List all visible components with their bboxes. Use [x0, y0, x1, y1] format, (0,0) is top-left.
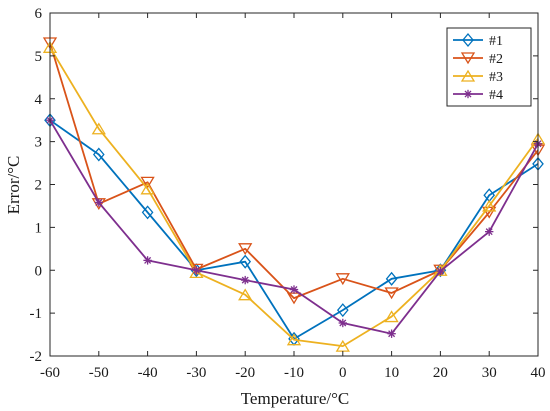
asterisk-stroke [388, 330, 396, 338]
x-tick-label: 20 [433, 365, 448, 381]
data-point-asterisk [289, 285, 299, 294]
asterisk-stroke [464, 90, 472, 98]
x-tick-label: -40 [138, 365, 158, 381]
data-point-asterisk [485, 227, 494, 236]
y-tick-label: 2 [35, 178, 43, 194]
data-point-asterisk [192, 266, 201, 275]
legend-label: #2 [489, 52, 503, 67]
x-tick-label: 0 [339, 365, 347, 381]
y-tick-label: 3 [35, 135, 43, 151]
asterisk-stroke [339, 319, 347, 327]
y-tick-label: 6 [35, 6, 43, 22]
data-point-asterisk [143, 256, 152, 265]
data-point-diamond [336, 303, 349, 318]
data-point-triangle-up [238, 288, 253, 301]
y-tick-label: 4 [35, 92, 43, 108]
asterisk-stroke [436, 267, 444, 275]
data-point-asterisk [94, 198, 103, 207]
y-tick-label: 1 [35, 220, 43, 236]
asterisk-stroke [485, 228, 493, 236]
x-axis-title: Temperature/°C [241, 389, 350, 408]
data-point-asterisk [463, 89, 473, 99]
data-point-triangle-down [384, 287, 399, 300]
x-tick-label: -20 [235, 365, 255, 381]
series-3 [42, 41, 546, 352]
x-tick-label: -10 [284, 365, 304, 381]
asterisk-stroke [95, 199, 103, 206]
series-line [49, 42, 539, 300]
data-point-triangle-up [384, 310, 399, 323]
y-tick-label: -1 [30, 306, 43, 322]
x-tick-label: -60 [40, 365, 60, 381]
legend-item-3: #3 [453, 69, 503, 85]
asterisk-stroke [241, 276, 249, 284]
data-point-diamond [92, 147, 105, 162]
x-tick-label: -30 [186, 365, 206, 381]
data-point-diamond [239, 254, 252, 269]
series-layer [42, 37, 546, 352]
asterisk-stroke [144, 256, 152, 264]
data-point-triangle-up [140, 182, 155, 195]
data-point-triangle-down [335, 273, 350, 286]
legend-label: #1 [489, 34, 503, 49]
data-point-asterisk [241, 275, 250, 285]
data-point-triangle-up [91, 122, 106, 135]
x-tick-label: -50 [89, 365, 109, 381]
series-line [49, 46, 539, 348]
asterisk-stroke [192, 266, 200, 274]
data-point-asterisk [387, 329, 396, 338]
y-tick-label: 5 [35, 49, 43, 65]
legend-label: #3 [489, 70, 503, 85]
legend-item-2: #2 [453, 52, 503, 67]
data-point-triangle-up [286, 333, 302, 346]
data-point-diamond [141, 205, 154, 220]
legend-item-4: #4 [453, 88, 503, 103]
asterisk-stroke [290, 286, 298, 294]
data-point-triangle-up [460, 69, 476, 82]
data-point-triangle-down [140, 176, 155, 189]
legend-item-1: #1 [453, 32, 503, 49]
data-point-diamond [385, 271, 398, 286]
legend: #1 #2 #3 #4 [446, 27, 532, 107]
data-point-triangle-down [460, 52, 476, 65]
y-tick-label: 0 [35, 263, 43, 279]
data-point-asterisk [338, 318, 347, 328]
data-point-triangle-down [238, 243, 253, 256]
y-tick-label: -2 [30, 349, 43, 365]
x-tick-label: 40 [531, 365, 546, 381]
x-tick-label: 10 [384, 365, 399, 381]
data-point-diamond [462, 32, 474, 48]
data-point-triangle-up [482, 199, 497, 212]
legend-label: #4 [489, 88, 503, 103]
legend-box [446, 27, 532, 107]
y-axis-title: Error/°C [4, 156, 23, 215]
x-tick-label: 30 [482, 365, 497, 381]
data-point-asterisk [436, 266, 445, 276]
